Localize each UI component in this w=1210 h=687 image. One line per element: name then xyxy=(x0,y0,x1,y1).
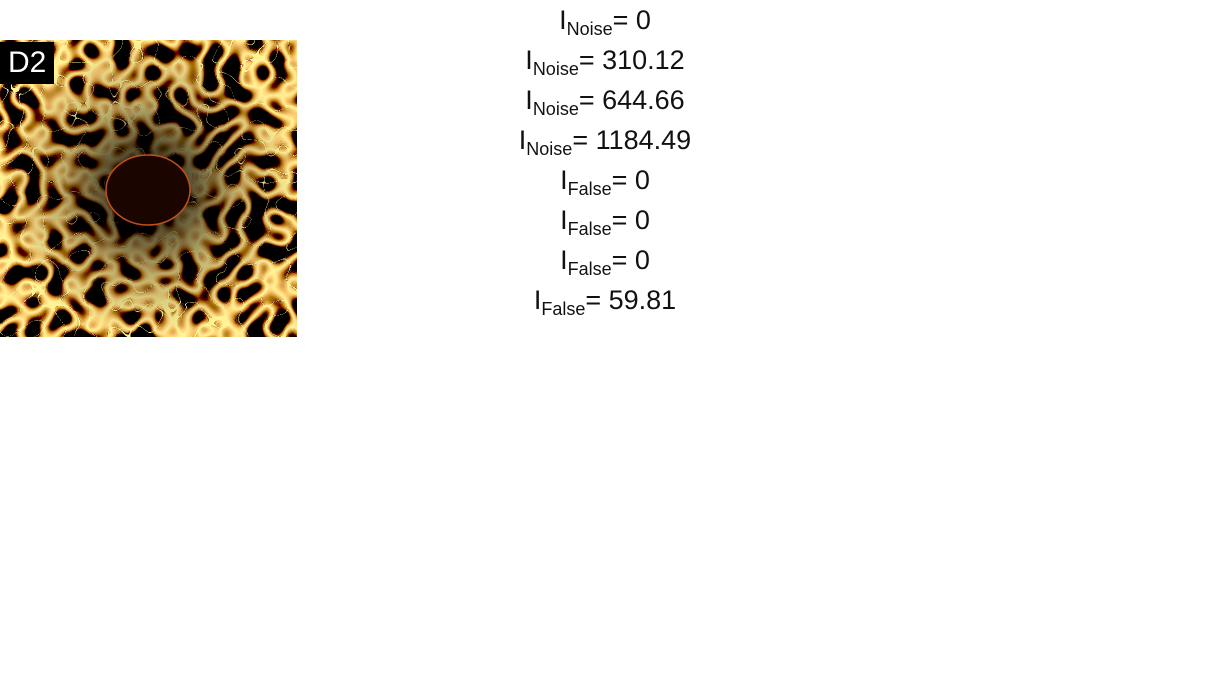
title-base: I xyxy=(560,205,568,235)
title-value: = 0 xyxy=(612,5,651,35)
panel-title: INoise= 1184.49 xyxy=(0,120,1210,160)
title-base: I xyxy=(560,165,568,195)
title-value: = 644.66 xyxy=(578,85,685,115)
title-value: = 0 xyxy=(611,165,650,195)
title-base: I xyxy=(518,125,527,155)
title-subscript: False xyxy=(567,259,612,279)
title-base: I xyxy=(525,45,533,75)
title-subscript: Noise xyxy=(526,139,573,159)
panel-title: IFalse= 0 xyxy=(0,160,1210,200)
panel: IFalse= 59.81 D2 xyxy=(0,40,1210,337)
title-subscript: False xyxy=(567,219,612,239)
title-value: = 0 xyxy=(611,205,650,235)
angiogram-image xyxy=(0,40,297,337)
title-value: = 0 xyxy=(611,245,650,275)
panel-grid: INoise= 0A1INoise= 310.12B1INoise= 644.6… xyxy=(0,0,1210,337)
panel-title: INoise= 0 xyxy=(0,0,1210,40)
panel: INoise= 0A1 xyxy=(0,0,1210,337)
title-subscript: False xyxy=(541,299,586,319)
title-subscript: Noise xyxy=(566,19,613,39)
title-value: = 310.12 xyxy=(578,45,685,75)
title-subscript: Noise xyxy=(532,59,579,79)
panel-title: INoise= 310.12 xyxy=(0,40,1210,80)
title-value: = 59.81 xyxy=(585,285,677,315)
title-base: I xyxy=(559,5,567,35)
title-base: I xyxy=(525,85,533,115)
panel-title: IFalse= 0 xyxy=(0,240,1210,280)
title-base: I xyxy=(533,285,542,315)
panel-label: D2 xyxy=(0,42,55,84)
title-base: I xyxy=(560,245,568,275)
panel-title: INoise= 644.66 xyxy=(0,80,1210,120)
title-subscript: False xyxy=(567,179,612,199)
title-subscript: Noise xyxy=(532,99,579,119)
panel-title: IFalse= 0 xyxy=(0,200,1210,240)
panel-title: IFalse= 59.81 xyxy=(0,280,1210,320)
title-value: = 1184.49 xyxy=(572,125,692,155)
